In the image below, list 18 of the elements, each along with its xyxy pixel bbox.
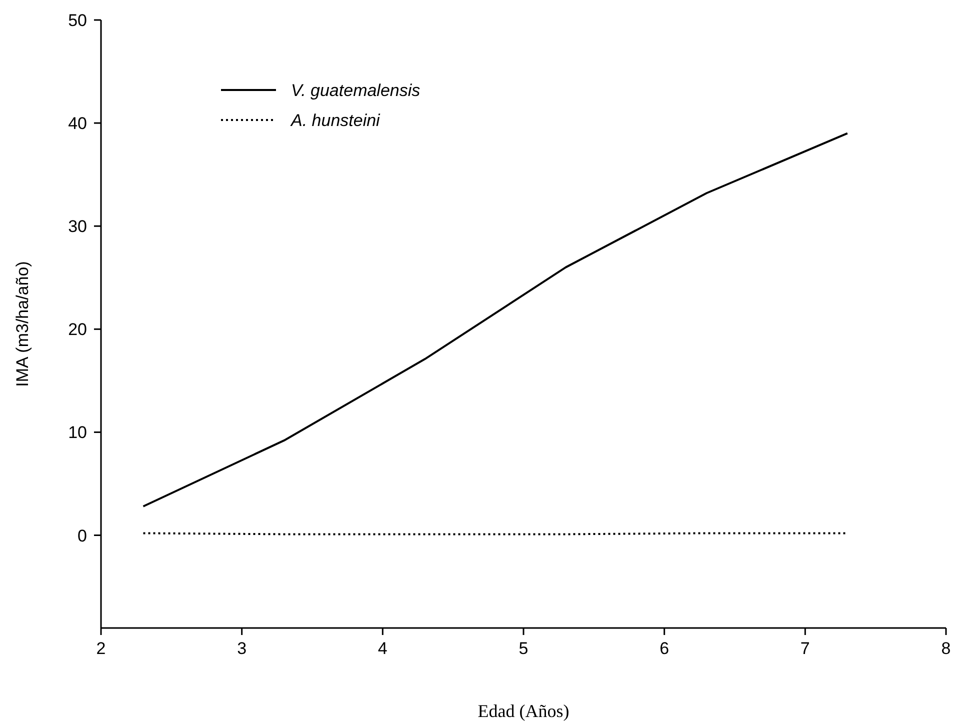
x-axis-title: Edad (Años) — [478, 701, 570, 721]
x-tick-label: 2 — [96, 639, 106, 658]
x-tick-label: 4 — [378, 639, 388, 658]
y-tick-label: 10 — [68, 423, 87, 442]
y-axis-title: IMA (m3/ha/año) — [13, 261, 32, 387]
x-tick-label: 5 — [518, 639, 528, 658]
x-tick-label: 6 — [660, 639, 670, 658]
y-tick-label: 30 — [68, 217, 87, 236]
y-tick-label: 40 — [68, 114, 87, 134]
x-tick-label: 7 — [800, 639, 810, 658]
legend-label: A. hunsteini — [290, 111, 382, 130]
x-tick-label: 3 — [237, 639, 247, 658]
x-tick-label: 8 — [941, 639, 951, 658]
legend-label: V. guatemalensis — [291, 81, 421, 100]
y-tick-label: 0 — [78, 526, 87, 546]
y-tick-label: 50 — [68, 11, 87, 30]
line-series — [142, 132, 848, 508]
y-tick-label: 20 — [68, 320, 87, 340]
